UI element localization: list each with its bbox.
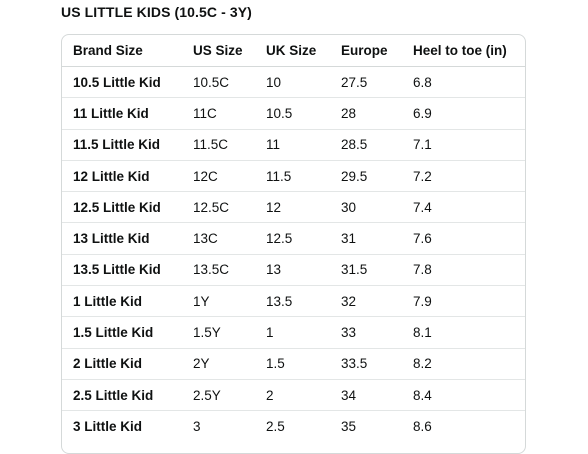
heel-to-toe-cell: 7.9 — [402, 285, 525, 318]
us-size-cell: 1Y — [182, 285, 255, 318]
europe-size-cell: 29.5 — [330, 160, 402, 193]
us-size-cell: 12C — [182, 160, 255, 193]
uk-size-cell: 12.5 — [255, 222, 330, 255]
column-header-heel-to-toe: Heel to toe (in) — [402, 35, 525, 67]
heel-to-toe-cell: 8.6 — [413, 418, 432, 434]
table-row: 12.5 Little Kid 12.5C 12 30 7.4 — [62, 191, 525, 224]
table-row: 2 Little Kid 2Y 1.5 33.5 8.2 — [62, 348, 525, 380]
size-chart-body: 10.5 Little Kid 10.5C 10 27.5 6.8 11 Little K… — [62, 66, 525, 442]
europe-size-cell: 35 — [341, 418, 357, 434]
heel-to-toe-cell: 6.8 — [402, 66, 525, 99]
uk-size-cell: 10 — [255, 66, 330, 99]
us-size-cell: 10.5C — [182, 66, 255, 99]
table-row: 10.5 Little Kid 10.5C 10 27.5 6.8 — [62, 66, 525, 99]
brand-size-cell: 1 Little Kid — [62, 285, 182, 318]
europe-size-cell: 27.5 — [330, 66, 402, 99]
heel-to-toe-cell: 7.8 — [402, 254, 525, 287]
heel-to-toe-cell: 8.1 — [402, 316, 525, 349]
europe-size-cell: 33 — [330, 316, 402, 349]
us-size-cell: 11.5C — [182, 129, 255, 161]
us-size-cell: 1.5Y — [182, 316, 255, 349]
brand-size-cell: 11.5 Little Kid — [62, 129, 182, 161]
table-row: 1.5 Little Kid 1.5Y 1 33 8.1 — [62, 316, 525, 349]
heel-to-toe-cell: 7.4 — [402, 191, 525, 224]
europe-size-cell: 31 — [330, 222, 402, 255]
uk-size-cell: 11.5 — [255, 160, 330, 193]
brand-size-cell: 12 Little Kid — [62, 160, 182, 193]
brand-size-cell: 2 Little Kid — [62, 348, 182, 380]
column-header-uk-size: UK Size — [255, 35, 330, 67]
uk-size-cell: 1 — [255, 316, 330, 349]
size-chart-title: US LITTLE KIDS (10.5C - 3Y) — [61, 4, 252, 20]
heel-to-toe-cell: 7.1 — [402, 129, 525, 161]
column-header-brand-size: Brand Size — [62, 35, 182, 67]
europe-size-cell: 31.5 — [330, 254, 402, 287]
table-row: 12 Little Kid 12C 11.5 29.5 7.2 — [62, 160, 525, 193]
heel-to-toe-cell: 7.2 — [402, 160, 525, 193]
size-chart-table: Brand Size US Size UK Size Europe Heel t… — [62, 35, 525, 442]
table-row: 13.5 Little Kid 13.5C 13 31.5 7.8 — [62, 254, 525, 287]
europe-size-cell: 28 — [330, 97, 402, 130]
brand-size-cell: 13.5 Little Kid — [62, 254, 182, 287]
uk-size-cell: 10.5 — [255, 97, 330, 130]
us-size-cell: 13C — [182, 222, 255, 255]
us-size-cell: 11C — [182, 97, 255, 130]
brand-size-cell: 2.5 Little Kid — [62, 379, 182, 412]
us-size-cell: 2Y — [182, 348, 255, 380]
table-row: 3 Little Kid 3 2.5 35 8.6 — [62, 411, 525, 442]
europe-size-cell: 33.5 — [330, 348, 402, 380]
uk-size-cell: 2.5 — [266, 418, 285, 434]
size-chart-header: Brand Size US Size UK Size Europe Heel t… — [62, 35, 525, 67]
uk-size-cell: 12 — [255, 191, 330, 224]
brand-size-cell: 3 Little Kid — [73, 418, 143, 434]
heel-to-toe-cell: 8.2 — [402, 348, 525, 380]
brand-size-cell: 13 Little Kid — [62, 222, 182, 255]
column-header-europe: Europe — [330, 35, 402, 67]
europe-size-cell: 28.5 — [330, 129, 402, 161]
uk-size-cell: 13 — [255, 254, 330, 287]
table-row: 11.5 Little Kid 11.5C 11 28.5 7.1 — [62, 129, 525, 161]
us-size-cell: 13.5C — [182, 254, 255, 287]
table-row: 11 Little Kid 11C 10.5 28 6.9 — [62, 97, 525, 130]
uk-size-cell: 2 — [255, 379, 330, 412]
heel-to-toe-cell: 6.9 — [402, 97, 525, 130]
europe-size-cell: 30 — [330, 191, 402, 224]
us-size-cell: 3 — [193, 418, 201, 434]
header-row: Brand Size US Size UK Size Europe Heel t… — [62, 35, 525, 67]
us-size-cell: 12.5C — [182, 191, 255, 224]
uk-size-cell: 13.5 — [255, 285, 330, 318]
brand-size-cell: 11 Little Kid — [62, 97, 182, 130]
us-size-cell: 2.5Y — [182, 379, 255, 412]
size-chart-table-container: Brand Size US Size UK Size Europe Heel t… — [61, 34, 526, 454]
table-row: 2.5 Little Kid 2.5Y 2 34 8.4 — [62, 379, 525, 412]
brand-size-cell: 1.5 Little Kid — [62, 316, 182, 349]
brand-size-cell: 10.5 Little Kid — [62, 66, 182, 99]
table-row: 13 Little Kid 13C 12.5 31 7.6 — [62, 222, 525, 255]
heel-to-toe-cell: 7.6 — [402, 222, 525, 255]
europe-size-cell: 32 — [330, 285, 402, 318]
europe-size-cell: 34 — [330, 379, 402, 412]
heel-to-toe-cell: 8.4 — [402, 379, 525, 412]
column-header-us-size: US Size — [182, 35, 255, 67]
brand-size-cell: 12.5 Little Kid — [62, 191, 182, 224]
table-row: 1 Little Kid 1Y 13.5 32 7.9 — [62, 285, 525, 318]
uk-size-cell: 11 — [255, 129, 330, 161]
uk-size-cell: 1.5 — [255, 348, 330, 380]
